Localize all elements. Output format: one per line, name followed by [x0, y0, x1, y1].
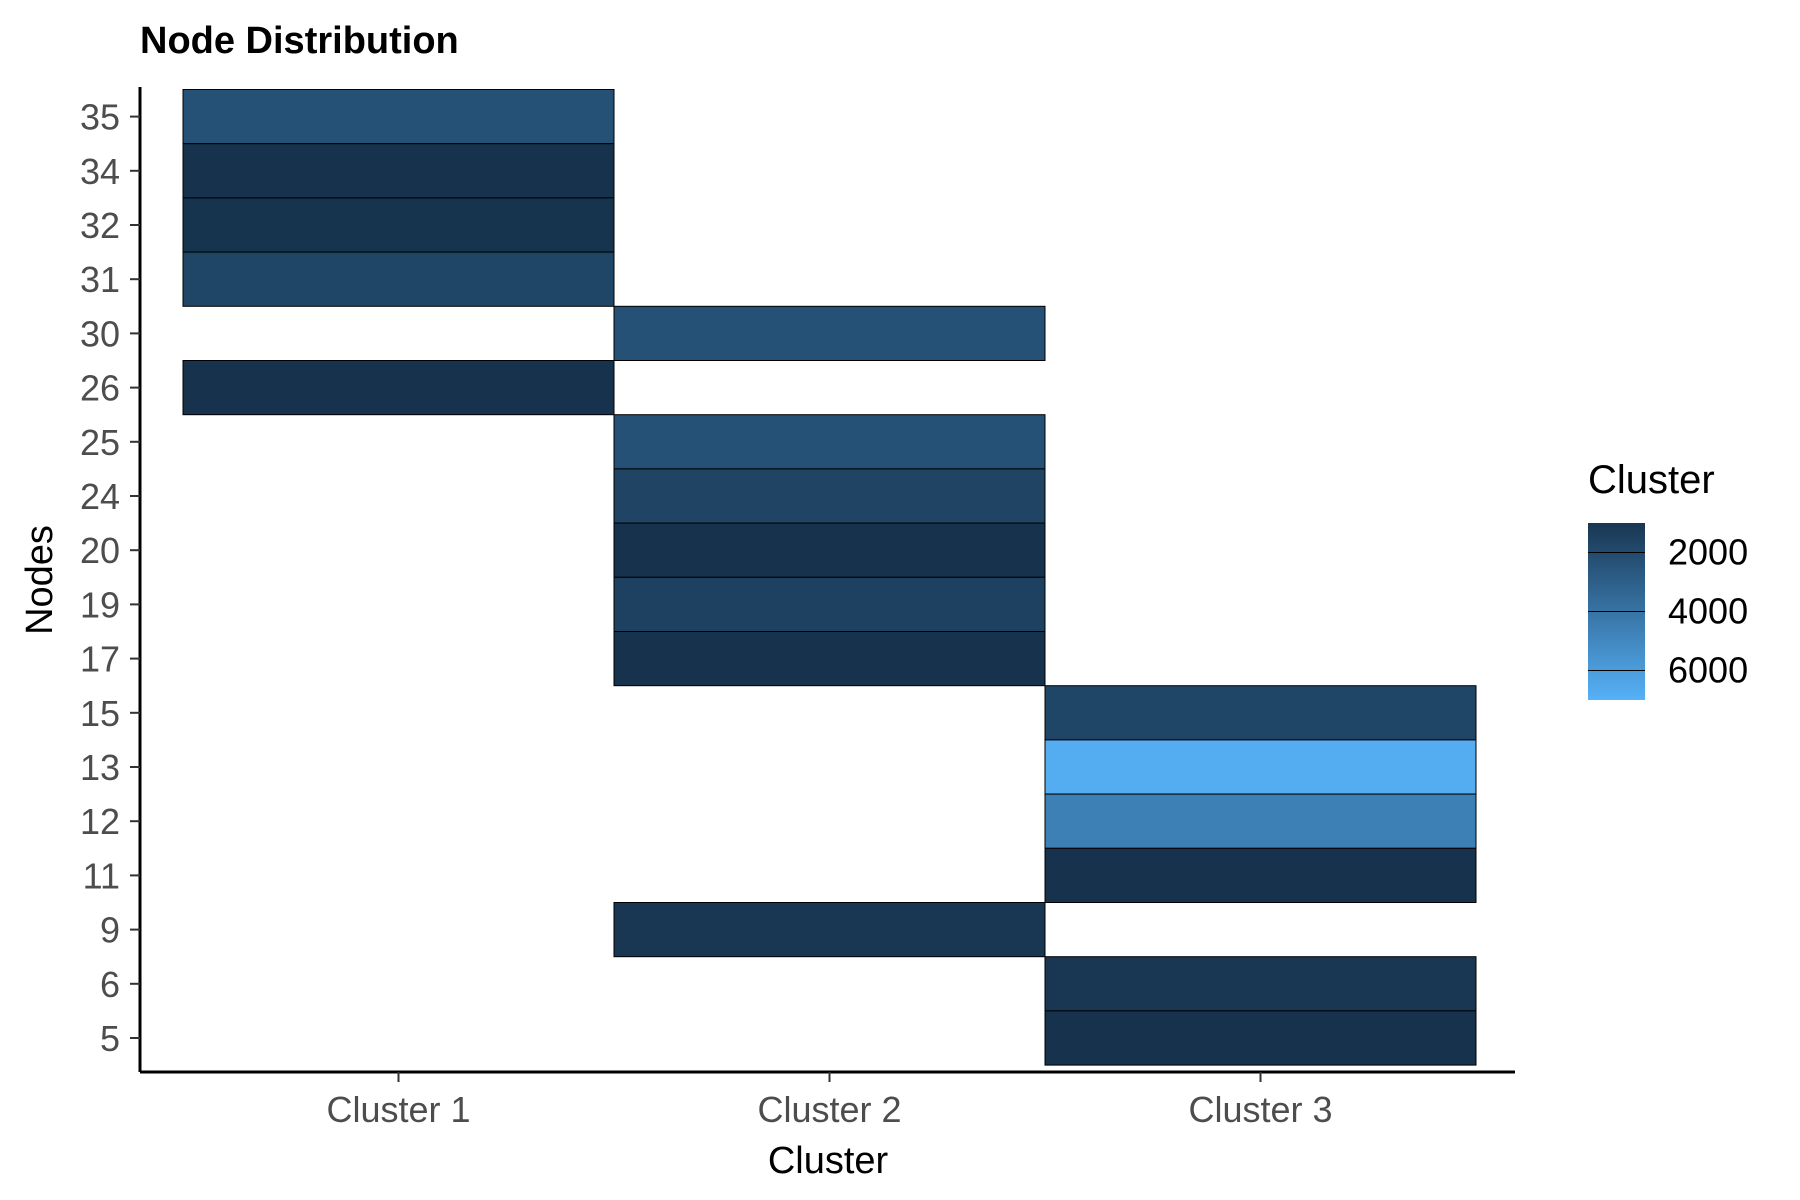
legend-label: 2000 — [1668, 532, 1748, 573]
y-tick-label: 12 — [80, 801, 120, 842]
legend: Cluster 2000 4000 6000 — [1588, 458, 1748, 700]
y-tick-label: 15 — [80, 693, 120, 734]
y-tick-label: 17 — [80, 639, 120, 680]
chart-title: Node Distribution — [140, 20, 459, 62]
x-tick-label: Cluster 2 — [757, 1089, 901, 1130]
y-axis-ticks: 5 6 9 11 12 13 15 17 19 20 24 25 26 30 31 32 34 35 — [80, 97, 140, 1059]
y-tick-label: 5 — [100, 1018, 120, 1059]
y-tick-label: 34 — [80, 151, 120, 192]
y-tick-label: 19 — [80, 584, 120, 625]
heatmap-cell — [1044, 793, 1477, 849]
legend-title: Cluster — [1588, 458, 1715, 502]
y-axis-title: Nodes — [19, 525, 61, 635]
x-tick-label: Cluster 3 — [1188, 1089, 1332, 1130]
heatmap-cell — [613, 468, 1046, 524]
legend-label: 4000 — [1668, 591, 1748, 632]
heatmap-cell — [1044, 956, 1477, 1012]
y-tick-label: 32 — [80, 205, 120, 246]
y-tick-label: 25 — [80, 422, 120, 463]
y-tick-label: 30 — [80, 313, 120, 354]
heatmap-cell — [182, 143, 615, 199]
heatmap-cell — [613, 902, 1046, 958]
y-tick-label: 9 — [100, 910, 120, 951]
heatmap-cell — [1044, 1010, 1477, 1066]
x-tick-label: Cluster 1 — [326, 1089, 470, 1130]
heatmap-cell — [613, 576, 1046, 632]
x-axis-ticks: Cluster 1 Cluster 2 Cluster 3 — [326, 1072, 1333, 1130]
legend-label: 6000 — [1668, 650, 1748, 691]
heatmap-cell — [613, 522, 1046, 578]
heatmap-cell — [613, 414, 1046, 470]
y-tick-label: 35 — [80, 97, 120, 138]
heatmap-cell — [613, 305, 1046, 361]
heatmap-cell — [182, 360, 615, 416]
y-tick-label: 20 — [80, 530, 120, 571]
y-tick-label: 26 — [80, 368, 120, 409]
x-axis-title: Cluster — [768, 1140, 889, 1182]
y-tick-label: 31 — [80, 259, 120, 300]
heatmap-cell — [182, 251, 615, 307]
heatmap-cell — [182, 197, 615, 253]
heatmap-cell — [182, 89, 615, 145]
y-tick-label: 13 — [80, 747, 120, 788]
heatmap-cell — [613, 631, 1046, 687]
y-tick-label: 11 — [83, 855, 120, 896]
heatmap-cell — [1044, 847, 1477, 903]
y-tick-label: 24 — [80, 476, 120, 517]
heatmap-cells — [182, 89, 1477, 1066]
heatmap-cell — [1044, 739, 1477, 795]
y-tick-label: 6 — [100, 964, 120, 1005]
legend-items: 2000 4000 6000 — [1588, 532, 1748, 691]
heatmap-cell — [1044, 685, 1477, 741]
